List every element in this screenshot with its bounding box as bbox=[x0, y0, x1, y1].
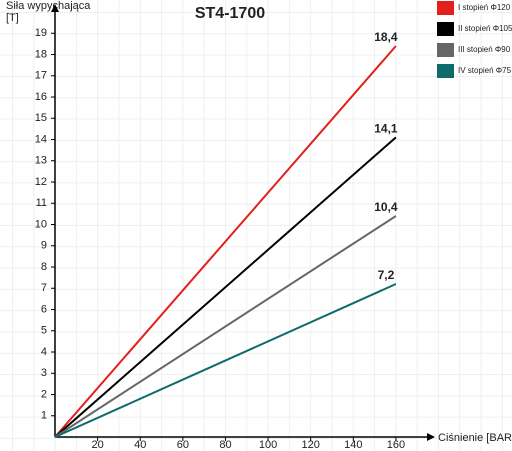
x-axis-title: Ciśnienie [BAR] bbox=[438, 432, 512, 444]
y-tick-label: 2 bbox=[41, 388, 47, 400]
y-tick-label: 10 bbox=[35, 218, 47, 230]
legend-swatch bbox=[437, 1, 454, 15]
y-tick-label: 13 bbox=[35, 155, 47, 167]
chart-title: ST4-1700 bbox=[195, 5, 265, 22]
legend-label: II stopień Φ105 bbox=[458, 24, 512, 33]
series-line bbox=[54, 283, 397, 438]
y-tick-label: 8 bbox=[41, 261, 47, 273]
y-tick-label: 9 bbox=[41, 240, 47, 252]
y-axis-arrow bbox=[51, 4, 59, 12]
x-tick-label: 20 bbox=[91, 439, 103, 451]
legend-swatch bbox=[437, 22, 454, 36]
y-tick-label: 4 bbox=[41, 346, 47, 358]
y-tick-label: 1 bbox=[41, 410, 47, 422]
series-line bbox=[54, 45, 397, 438]
x-tick-label: 100 bbox=[259, 439, 277, 451]
y-tick-label: 19 bbox=[35, 27, 47, 39]
x-tick-label: 120 bbox=[302, 439, 320, 451]
y-axis-title: [T] bbox=[6, 12, 19, 24]
y-tick-label: 15 bbox=[35, 112, 47, 124]
x-tick-label: 60 bbox=[177, 439, 189, 451]
y-tick-label: 14 bbox=[35, 133, 47, 145]
x-tick-label: 140 bbox=[344, 439, 362, 451]
data-label: 18,4 bbox=[374, 30, 398, 44]
y-tick-label: 6 bbox=[41, 303, 47, 315]
legend-label: IV stopień Φ75 bbox=[458, 66, 512, 75]
legend-label: I stopień Φ120 bbox=[458, 3, 511, 12]
y-tick-label: 16 bbox=[35, 91, 47, 103]
y-tick-label: 3 bbox=[41, 367, 47, 379]
legend-swatch bbox=[437, 64, 454, 78]
data-label: 10,4 bbox=[374, 200, 398, 214]
data-label: 14,1 bbox=[374, 122, 398, 136]
series-line bbox=[54, 215, 397, 438]
y-tick-label: 5 bbox=[41, 325, 47, 337]
x-tick-label: 40 bbox=[134, 439, 146, 451]
series-line bbox=[54, 136, 397, 438]
y-tick-label: 7 bbox=[41, 282, 47, 294]
legend-swatch bbox=[437, 43, 454, 57]
x-tick-label: 80 bbox=[219, 439, 231, 451]
x-axis-arrow bbox=[427, 433, 435, 441]
y-tick-label: 12 bbox=[35, 176, 47, 188]
y-tick-label: 17 bbox=[35, 70, 47, 82]
data-label: 7,2 bbox=[378, 268, 395, 282]
legend-label: III stopień Φ90 bbox=[458, 45, 511, 54]
y-tick-label: 18 bbox=[35, 48, 47, 60]
x-tick-label: 160 bbox=[387, 439, 405, 451]
y-axis-title: Siła wypychająca bbox=[6, 0, 91, 12]
y-tick-label: 11 bbox=[36, 197, 47, 209]
